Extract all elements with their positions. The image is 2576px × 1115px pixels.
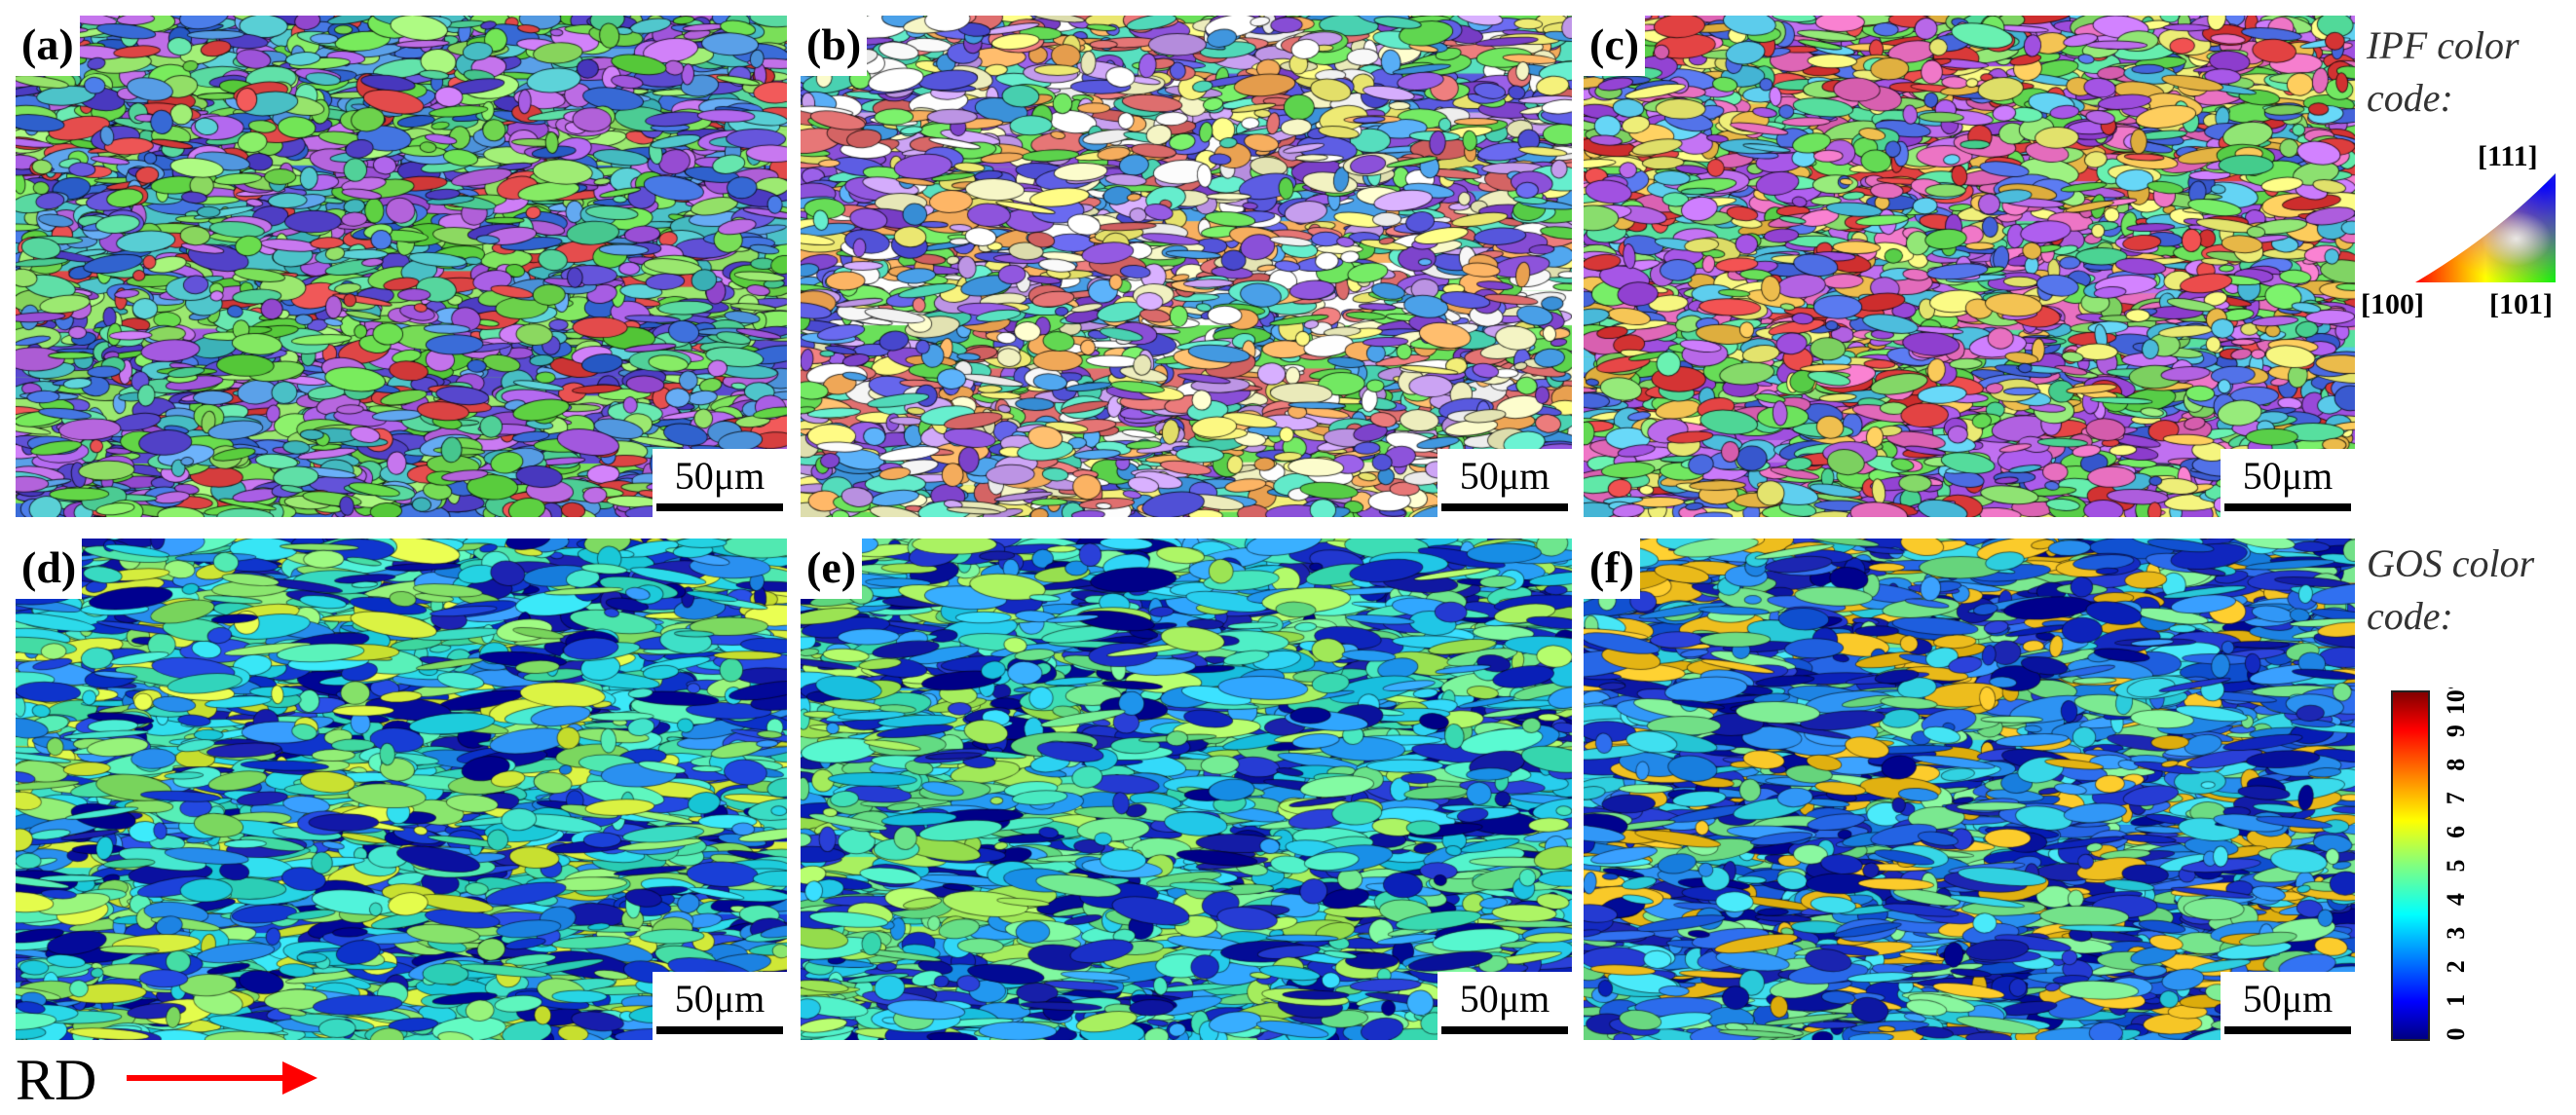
scale-bar: 50μm <box>653 449 787 517</box>
gos-tick-label: 4 <box>2442 893 2470 906</box>
ipf-corner-101: [101] <box>2489 288 2553 320</box>
gos-tick-label: 3 <box>2442 927 2470 940</box>
scale-bar-label: 50μm <box>674 454 765 498</box>
ipf-legend-title: IPF color <box>2367 23 2520 67</box>
scale-bar-label: 50μm <box>2242 454 2333 498</box>
scale-bar: 50μm <box>2221 449 2355 517</box>
gos-tick-label: 2 <box>2442 960 2470 973</box>
ipf-corner-100: [100] <box>2361 288 2424 320</box>
gos-tick-label: 0 <box>2442 1028 2470 1041</box>
scale-bar-line <box>1441 1026 1568 1034</box>
gos-colorbar: 0 1 2 3 4 5 6 7 8 9 10° <box>2391 688 2470 1041</box>
scale-bar-label: 50μm <box>2242 977 2333 1021</box>
gos-legend-title-line2: code: <box>2367 594 2453 638</box>
ipf-map-image <box>1584 16 2355 517</box>
ipf-corner-111: [111] <box>2478 140 2538 172</box>
scale-bar: 50μm <box>1437 972 1572 1040</box>
ipf-triangle-white-overlay <box>2415 173 2556 282</box>
gos-map-panel-e: (e) 50μm <box>801 539 1572 1040</box>
panel-label: (c) <box>1584 16 1646 76</box>
gos-tick-label: 10° <box>2442 688 2470 715</box>
scale-bar-line <box>656 503 783 511</box>
ipf-map-panel-a: (a) 50μm <box>16 16 787 517</box>
gos-tick-label: 6 <box>2442 826 2470 838</box>
arrow-head <box>282 1061 317 1095</box>
gos-legend-title: GOS color <box>2367 541 2535 585</box>
ipf-map-panel-c: (c) 50μm <box>1584 16 2355 517</box>
ipf-map-image <box>16 16 787 517</box>
scale-bar: 50μm <box>2221 972 2355 1040</box>
gos-map-image <box>801 539 1572 1040</box>
scale-bar-line <box>2224 503 2351 511</box>
gos-tick-label: 5 <box>2442 860 2470 873</box>
panel-label: (d) <box>16 539 83 599</box>
rolling-direction-label: RD <box>16 1048 97 1112</box>
gos-map-image <box>1584 539 2355 1040</box>
gos-tick-label: 7 <box>2442 792 2470 804</box>
gos-tick-label: 9 <box>2442 725 2470 737</box>
scale-bar: 50μm <box>653 972 787 1040</box>
panel-label: (f) <box>1584 539 1640 599</box>
ipf-map-panel-b: (b) 50μm <box>801 16 1572 517</box>
scale-bar-label: 50μm <box>1459 454 1550 498</box>
gos-map-image <box>16 539 787 1040</box>
panel-label: (b) <box>801 16 868 76</box>
gos-colorbar-ticks: 0 1 2 3 4 5 6 7 8 9 10° <box>2442 688 2470 1041</box>
scale-bar-line <box>656 1026 783 1034</box>
scale-bar: 50μm <box>1437 449 1572 517</box>
panel-label: (a) <box>16 16 80 76</box>
scale-bar-label: 50μm <box>674 977 765 1021</box>
ipf-legend-title-line2: code: <box>2367 76 2453 120</box>
ipf-color-triangle: [111] [100] [101] <box>2361 140 2556 320</box>
panel-label: (e) <box>801 539 863 599</box>
gos-map-panel-d: (d) 50μm <box>16 539 787 1040</box>
gos-tick-label: 8 <box>2442 759 2470 771</box>
scale-bar-line <box>1441 503 1568 511</box>
gos-tick-label: 1 <box>2442 994 2470 1007</box>
scale-bar-line <box>2224 1026 2351 1034</box>
ipf-map-image <box>801 16 1572 517</box>
rolling-direction-arrow <box>127 1061 317 1095</box>
gos-map-panel-f: (f) 50μm <box>1584 539 2355 1040</box>
scale-bar-label: 50μm <box>1459 977 1550 1021</box>
gos-colorbar-gradient <box>2391 690 2430 1041</box>
